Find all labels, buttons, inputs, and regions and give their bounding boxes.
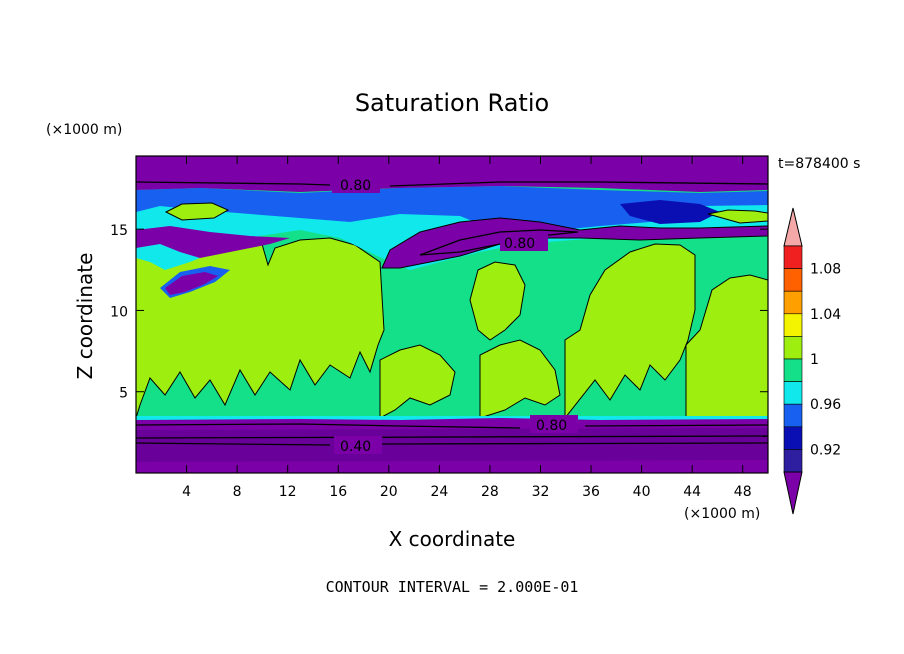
x-tick-label: 16 bbox=[329, 484, 347, 500]
y-tick-label: 5 bbox=[119, 386, 128, 402]
region-band-inner-green-right bbox=[707, 209, 768, 224]
x-axis-ticks: 4 8 12 16 20 24 28 32 36 40 44 48 bbox=[182, 156, 752, 500]
x-unit-label: (×1000 m) bbox=[684, 506, 760, 522]
contour-label: 0.80 bbox=[340, 178, 371, 194]
x-tick-label: 20 bbox=[380, 484, 398, 500]
colorbar-tick-label: 0.96 bbox=[810, 397, 841, 413]
x-tick-label: 32 bbox=[532, 484, 550, 500]
chart-title: Saturation Ratio bbox=[355, 89, 549, 117]
region-left-dry-tongue-core bbox=[165, 272, 218, 295]
contour-label: 0.40 bbox=[340, 439, 371, 455]
colorbar-swatch bbox=[783, 426, 803, 450]
contour-interval-label: CONTOUR INTERVAL = 2.000E-01 bbox=[326, 578, 579, 596]
x-tick-label: 4 bbox=[182, 484, 191, 500]
colorbar-tick-label: 1.04 bbox=[810, 307, 841, 323]
x-tick-label: 24 bbox=[430, 484, 448, 500]
x-tick-label: 8 bbox=[233, 484, 242, 500]
region-left-dry-wedge bbox=[136, 226, 290, 258]
colorbar-swatch bbox=[783, 245, 803, 269]
colorbar-under-triangle bbox=[783, 471, 803, 515]
y-tick-label: 10 bbox=[110, 304, 128, 320]
colorbar-swatch bbox=[783, 268, 803, 292]
y-axis-label: Z coordinate bbox=[73, 253, 97, 380]
colorbar-swatch bbox=[783, 336, 803, 360]
plot-area: 0.80 0.80 0.80 0.40 bbox=[136, 156, 768, 473]
region-band-navy bbox=[620, 200, 720, 224]
contour-label: 0.80 bbox=[504, 236, 535, 252]
time-label: t=878400 s bbox=[778, 156, 860, 172]
x-tick-label: 40 bbox=[633, 484, 651, 500]
colorbar-swatch bbox=[783, 449, 803, 473]
x-axis-label: X coordinate bbox=[389, 527, 516, 551]
region-boundary-darker bbox=[136, 428, 768, 462]
x-tick-label: 48 bbox=[734, 484, 752, 500]
contour-label: 0.80 bbox=[536, 418, 567, 434]
region-band-inner-green bbox=[164, 202, 230, 221]
region-upper-dry-layer bbox=[136, 156, 768, 192]
x-tick-label: 44 bbox=[683, 484, 701, 500]
colorbar-swatch bbox=[783, 403, 803, 428]
colorbar-swatch bbox=[783, 381, 803, 405]
x-tick-label: 12 bbox=[279, 484, 297, 500]
x-tick-label: 36 bbox=[582, 484, 600, 500]
region-mid-dry-wedge bbox=[381, 217, 768, 269]
colorbar-swatch bbox=[783, 358, 803, 382]
colorbar: 0.92 0.96 1 1.04 1.08 bbox=[783, 207, 841, 515]
cloud-columns bbox=[136, 199, 768, 420]
contour-lines bbox=[136, 181, 768, 446]
region-band-blue bbox=[136, 186, 768, 236]
x-tick-label: 28 bbox=[481, 484, 499, 500]
colorbar-over-triangle bbox=[783, 207, 803, 247]
plot-frame bbox=[135, 155, 769, 474]
y-tick-label: 15 bbox=[110, 223, 128, 239]
y-unit-label: (×1000 m) bbox=[46, 122, 122, 138]
colorbar-tick-label: 0.92 bbox=[810, 442, 841, 458]
y-axis-ticks: 5 10 15 bbox=[110, 223, 768, 402]
colorbar-tick-label: 1.08 bbox=[810, 262, 841, 278]
colorbar-swatch bbox=[783, 313, 803, 337]
colorbar-swatch bbox=[783, 290, 803, 315]
colorbar-tick-label: 1 bbox=[810, 352, 819, 368]
